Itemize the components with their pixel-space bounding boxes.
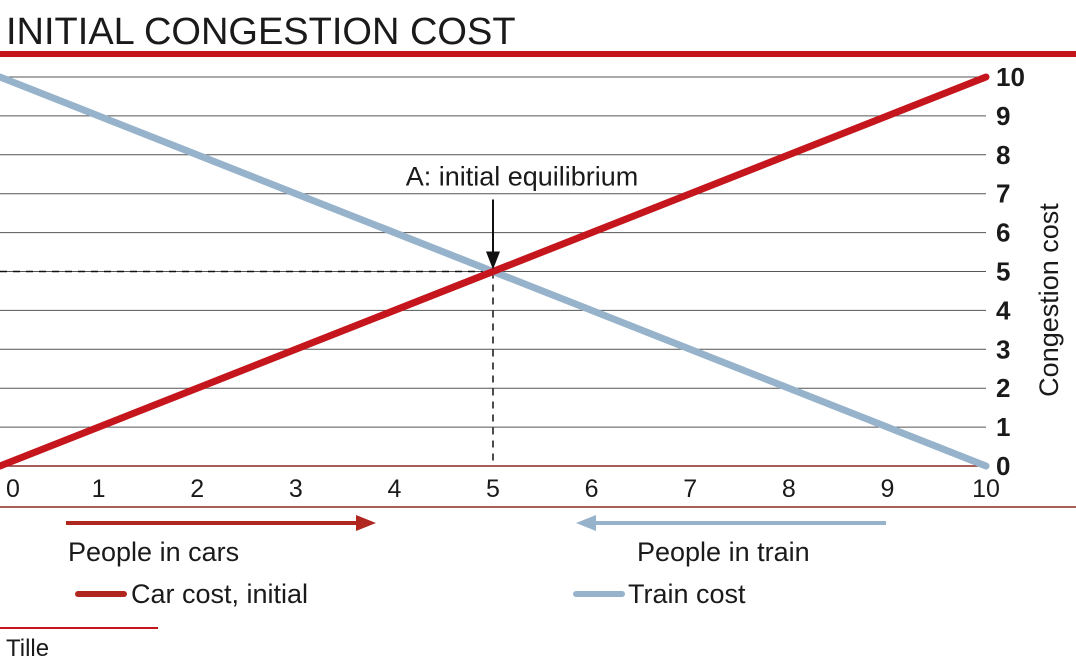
cars-arrow-head <box>356 515 376 531</box>
y-tick-label-5: 5 <box>996 257 1010 287</box>
equilibrium-annotation: A: initial equilibrium <box>406 162 639 270</box>
y-tick-label-2: 2 <box>996 373 1010 403</box>
grid <box>0 76 986 467</box>
y-tick-label-3: 3 <box>996 334 1010 364</box>
x-tick-label-7: 7 <box>683 475 697 503</box>
y-tick-label-1: 1 <box>996 412 1010 442</box>
annotation-arrow-head <box>486 251 500 270</box>
equilibrium-guides <box>0 270 494 466</box>
y-tick-label-0: 0 <box>996 451 1010 481</box>
x-tick-label-8: 8 <box>782 475 796 503</box>
y-tick-label-7: 7 <box>996 179 1010 209</box>
x-tick-label-9: 9 <box>880 475 894 503</box>
legend-label-train: Train cost <box>628 579 746 609</box>
train-arrow-head <box>576 515 596 531</box>
x-tick-label-4: 4 <box>387 475 401 503</box>
x-axis-ticks: 0 1 2 3 4 5 6 7 8 9 10 <box>6 475 1000 503</box>
annotation-label: A: initial equilibrium <box>406 162 639 192</box>
y-tick-label-9: 9 <box>996 101 1010 131</box>
car-cost-line <box>0 73 990 470</box>
x-tick-label-1: 1 <box>92 475 106 503</box>
y-tick-label-6: 6 <box>996 218 1010 248</box>
x-tick-label-10: 10 <box>972 475 1000 503</box>
series-lines <box>0 73 990 470</box>
credit: Tille <box>6 635 49 662</box>
chart-title: INITIAL CONGESTION COST <box>6 11 516 53</box>
x-tick-label-5: 5 <box>486 475 500 503</box>
y-tick-label-8: 8 <box>996 140 1010 170</box>
legend: Car cost, initial Train cost <box>75 579 746 609</box>
y-tick-label-10: 10 <box>996 62 1025 92</box>
x-tick-label-6: 6 <box>585 475 599 503</box>
legend-label-car: Car cost, initial <box>131 579 308 609</box>
y-tick-label-4: 4 <box>996 295 1011 325</box>
x-tick-label-3: 3 <box>289 475 303 503</box>
cars-direction-label: People in cars <box>68 537 239 567</box>
y-axis-label: Congestion cost <box>1034 203 1064 397</box>
cars-direction: People in cars <box>66 515 376 567</box>
train-direction-label: People in train <box>637 537 810 567</box>
train-direction: People in train <box>576 515 886 567</box>
x-tick-label-0: 0 <box>6 475 20 503</box>
x-tick-label-2: 2 <box>190 475 204 503</box>
y-axis-ticks: 0 1 2 3 4 5 6 7 8 9 10 <box>996 62 1025 481</box>
